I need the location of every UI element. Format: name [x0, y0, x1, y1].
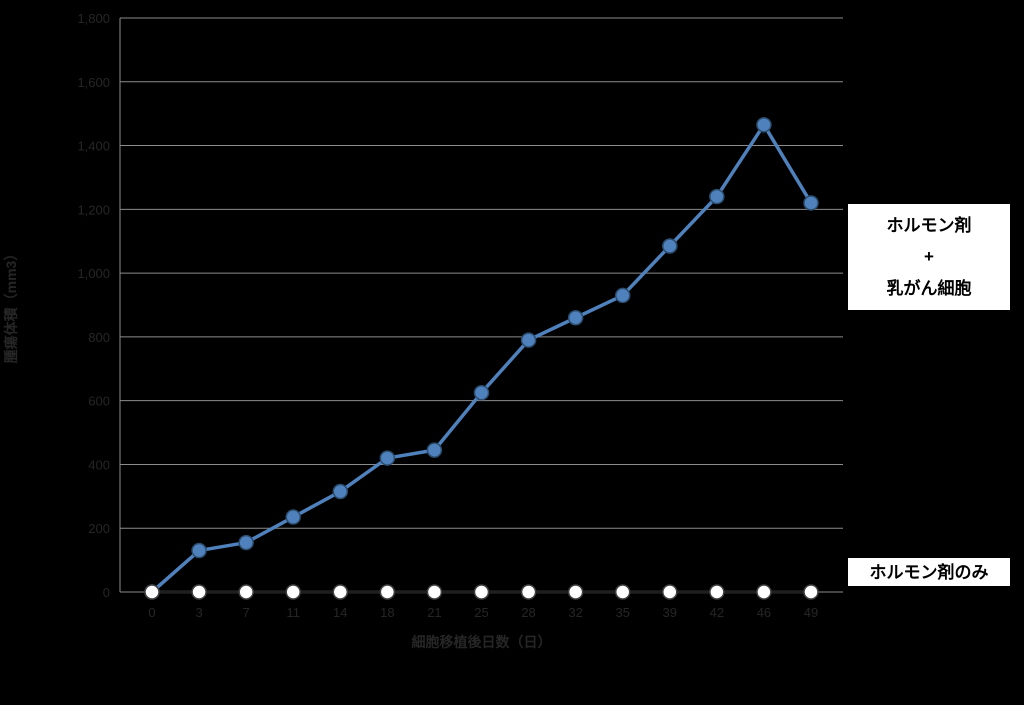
x-tick-label: 35	[615, 605, 629, 620]
y-tick-label: 200	[88, 521, 110, 536]
y-axis-title: 腫瘍体積（mm3）	[3, 247, 19, 364]
x-tick-label: 11	[286, 605, 300, 620]
annotation-treated-line3: 乳がん細胞	[886, 278, 972, 298]
data-point-marker	[332, 483, 349, 500]
data-point-marker	[191, 584, 207, 600]
x-tick-label: 25	[474, 605, 488, 620]
x-tick-label: 46	[757, 605, 771, 620]
data-point-marker	[709, 188, 725, 205]
x-tick-label: 18	[380, 605, 394, 620]
data-point-marker	[756, 117, 772, 133]
data-point-marker	[332, 584, 349, 600]
data-point-marker	[379, 584, 396, 600]
plus-sign: +	[924, 247, 934, 267]
y-tick-label: 0	[103, 585, 110, 600]
data-point-marker	[473, 384, 490, 401]
x-tick-label: 28	[521, 605, 535, 620]
data-point-marker	[520, 332, 537, 348]
data-point-marker	[614, 584, 631, 600]
x-tick-label: 32	[568, 605, 582, 620]
data-point-marker	[567, 584, 584, 600]
annotation-control-label: ホルモン剤のみ	[869, 562, 989, 582]
data-point-marker	[803, 195, 819, 211]
data-point-marker	[238, 534, 254, 551]
x-tick-label: 14	[333, 605, 347, 620]
y-tick-label: 1,000	[77, 266, 110, 281]
y-tick-label: 600	[88, 394, 110, 409]
x-axis-title: 細胞移植後日数（日）	[412, 634, 552, 650]
annotation-treated-line1: ホルモン剤	[886, 215, 972, 235]
data-point-marker	[709, 584, 725, 600]
data-point-marker	[567, 310, 584, 326]
data-point-marker	[426, 584, 443, 600]
y-tick-label: 1,200	[77, 202, 110, 217]
data-point-marker	[379, 450, 396, 466]
y-tick-label: 400	[88, 457, 110, 472]
x-tick-label: 3	[195, 605, 202, 620]
data-point-marker	[426, 442, 443, 458]
y-tick-label: 1,600	[77, 75, 110, 90]
y-tick-label: 1,400	[77, 139, 110, 154]
data-point-marker	[144, 584, 160, 600]
x-tick-label: 49	[804, 605, 818, 620]
data-point-marker	[285, 509, 301, 525]
annotation-control-series: ホルモン剤のみ	[846, 556, 1012, 588]
data-point-marker	[662, 584, 678, 600]
data-point-marker	[473, 584, 490, 600]
y-tick-label: 800	[88, 330, 110, 345]
data-point-marker	[520, 584, 537, 600]
data-point-marker	[614, 287, 631, 304]
data-point-marker	[756, 584, 772, 600]
x-tick-label: 39	[663, 605, 677, 620]
data-point-marker	[662, 238, 678, 254]
data-point-marker	[238, 584, 254, 600]
data-point-marker	[803, 584, 819, 600]
x-tick-label: 0	[148, 605, 155, 620]
data-point-marker	[285, 584, 301, 600]
x-tick-label: 7	[243, 605, 250, 620]
x-tick-label: 21	[427, 605, 441, 620]
y-tick-label: 1,800	[77, 11, 110, 26]
data-point-marker	[191, 542, 207, 559]
x-tick-label: 42	[710, 605, 724, 620]
annotation-treated-series: ホルモン剤 + 乳がん細胞	[846, 202, 1012, 312]
